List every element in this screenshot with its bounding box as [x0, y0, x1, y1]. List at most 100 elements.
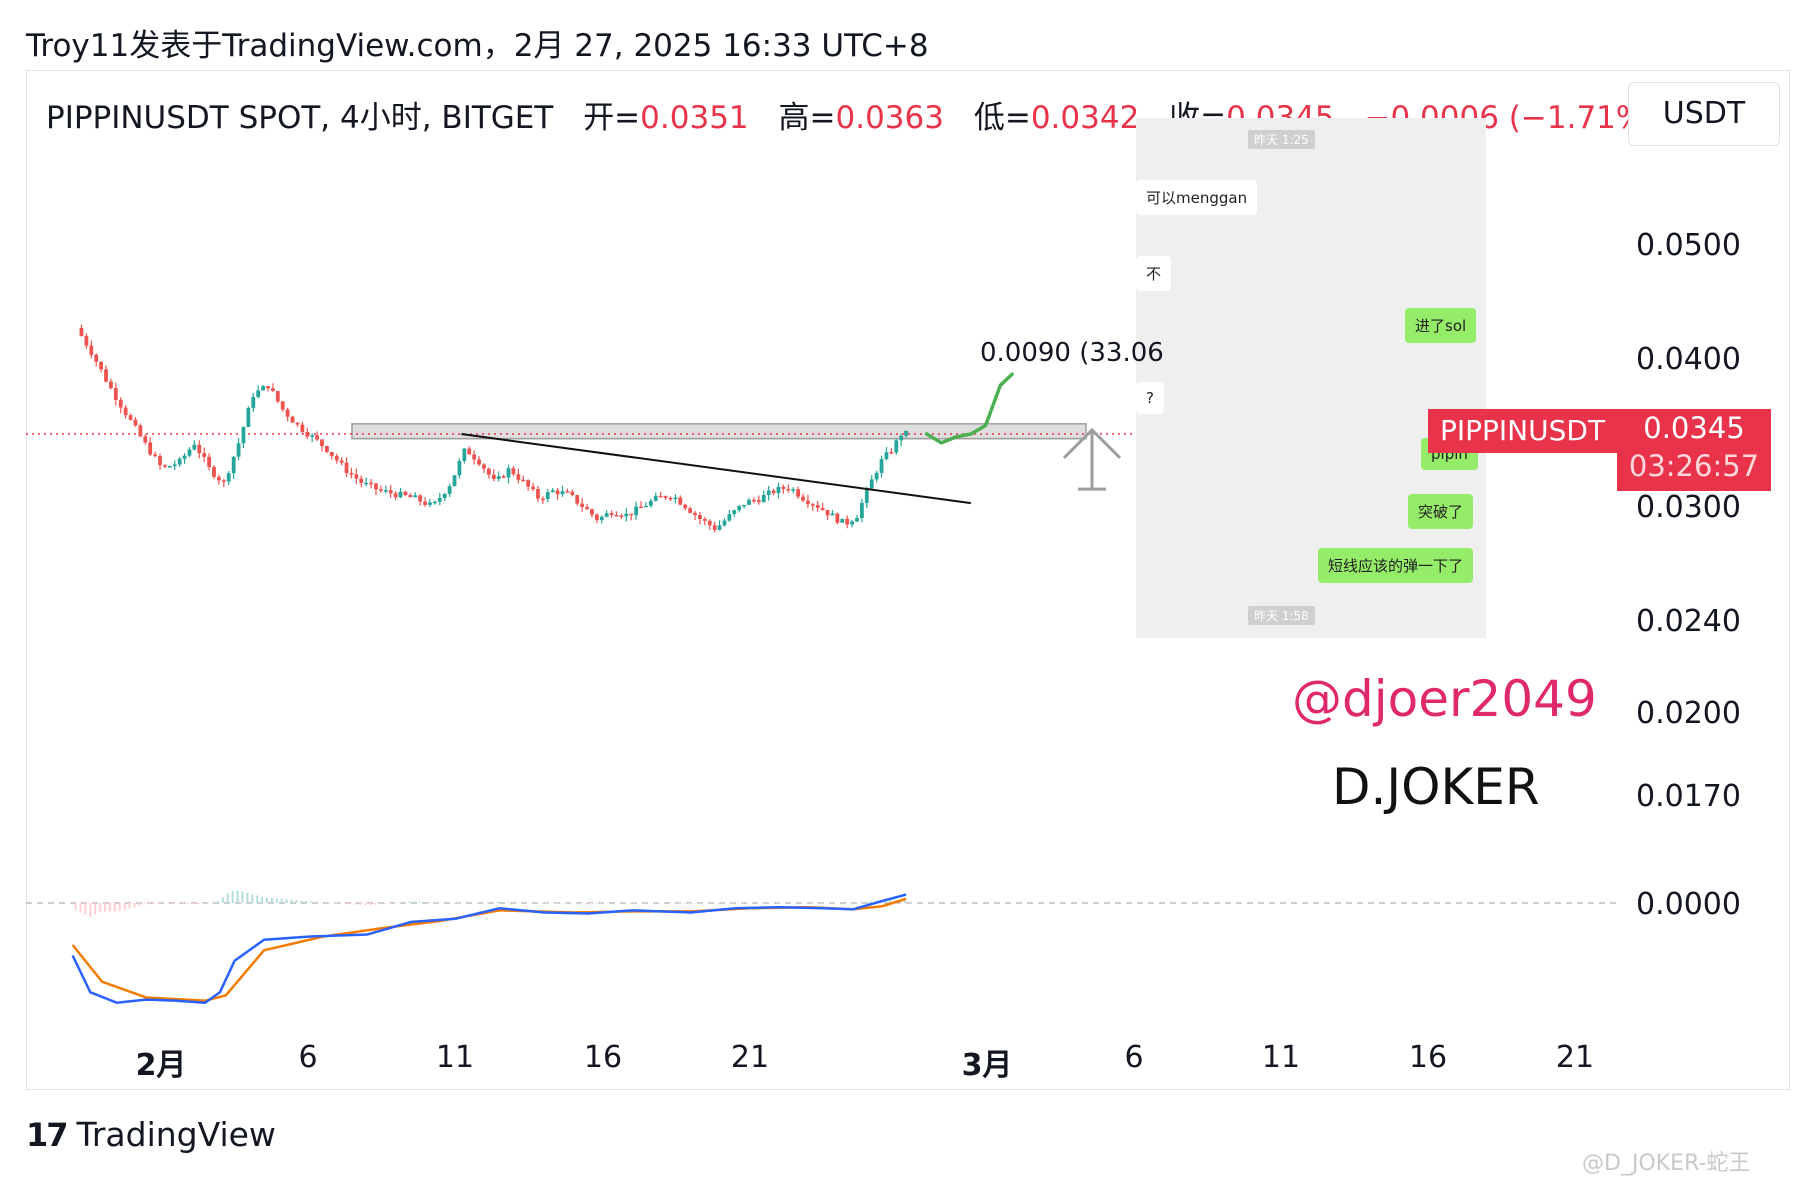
candle-body — [820, 507, 825, 511]
candle-body — [815, 505, 820, 508]
y-tick-label: 0.0400 — [1636, 342, 1741, 377]
candle-body — [374, 483, 378, 490]
candle-body — [511, 468, 516, 475]
candle-body — [128, 415, 133, 420]
currency-button[interactable]: USDT — [1628, 82, 1780, 146]
candle-body — [688, 508, 693, 513]
candle-body — [79, 327, 84, 337]
chat-screenshot-panel: 昨天 1:25 可以menggan 不 进了sol ? pipin 突破了 短线… — [1136, 118, 1486, 638]
candle-body — [904, 430, 908, 436]
candle-body — [560, 491, 565, 495]
candle-body — [202, 453, 207, 457]
candle-body — [899, 435, 904, 441]
candle-body — [378, 489, 383, 491]
candle-body — [786, 488, 791, 491]
candle-body — [590, 509, 594, 515]
candle-body — [506, 468, 511, 478]
candle-body — [300, 424, 305, 433]
candle-body — [707, 520, 712, 526]
candle-body — [354, 474, 359, 479]
candle-body — [290, 416, 295, 423]
post-header: Troy11发表于TradingView.com，2月 27, 2025 16:… — [26, 28, 929, 64]
candle-body — [266, 386, 270, 389]
candle-body — [457, 460, 462, 476]
symbol-price-tag: PIPPINUSDT — [1428, 409, 1618, 453]
candle-body — [702, 518, 707, 521]
projection-path — [924, 372, 1014, 445]
candle-body — [722, 520, 727, 526]
candle-body — [477, 459, 481, 465]
legend-high-value: 0.0363 — [835, 100, 944, 136]
candle-body — [594, 514, 599, 521]
candle-body — [275, 391, 280, 402]
candle-body — [408, 495, 413, 498]
candle-body — [501, 476, 506, 478]
candle-body — [231, 456, 236, 474]
candle-body — [432, 501, 437, 504]
candle-body — [187, 449, 192, 456]
candle-body — [845, 518, 850, 525]
watermark: @D_JOKER-蛇王 — [1582, 1151, 1751, 1176]
candle-body — [860, 502, 864, 519]
candle-body — [133, 419, 138, 426]
candle-body — [491, 474, 496, 479]
legend-open-label: 开= — [583, 100, 641, 136]
chat-message-right: 短线应该的弹一下了 — [1318, 548, 1474, 583]
candle-body — [423, 501, 427, 505]
candle-body — [413, 495, 418, 498]
candle-body — [840, 518, 845, 523]
candle-body — [256, 390, 261, 398]
author-brand: D.JOKER — [1332, 758, 1540, 816]
candle-body — [531, 486, 535, 490]
candle-body — [864, 488, 869, 503]
candle-body — [197, 444, 202, 454]
candle-body — [246, 407, 251, 428]
candle-body — [575, 495, 580, 504]
candle-body — [545, 492, 550, 500]
candle-body — [634, 506, 639, 516]
candle-body — [123, 407, 128, 416]
candle-body — [609, 513, 614, 515]
candle-body — [486, 468, 491, 475]
legend-low-value: 0.0342 — [1030, 100, 1140, 136]
candle-body — [364, 482, 369, 485]
candle-body — [482, 464, 486, 469]
candle-body — [771, 490, 776, 494]
author-handle: @djoer2049 — [1292, 670, 1597, 728]
candle-body — [388, 490, 393, 494]
chat-message-right: 突破了 — [1408, 494, 1474, 529]
candle-body — [467, 448, 472, 455]
chat-time-top: 昨天 1:25 — [1248, 130, 1315, 149]
candle-body — [305, 432, 310, 437]
chat-message-right: 进了sol — [1405, 308, 1477, 343]
legend-symbol: PIPPINUSDT SPOT, 4小时, BITGET — [46, 100, 554, 136]
tradingview-logo[interactable]: 17 TradingView — [26, 1115, 276, 1154]
candle-body — [344, 462, 349, 474]
candle-body — [801, 496, 805, 501]
candle-body — [418, 495, 423, 502]
candle-body — [639, 506, 643, 509]
candle-body — [89, 345, 94, 355]
x-tick-label: 6 — [1124, 1040, 1144, 1075]
candle-body — [182, 455, 187, 459]
candle-body — [585, 506, 589, 510]
candle-body — [236, 443, 241, 457]
last-price-tag: 0.0345 03:26:57 — [1617, 409, 1771, 491]
candle-body — [766, 490, 771, 495]
candle-body — [104, 369, 108, 382]
candle-body — [536, 489, 540, 499]
candle-body — [570, 491, 575, 496]
candle-body — [599, 516, 604, 521]
candle-body — [359, 478, 364, 483]
candle-body — [261, 386, 265, 391]
measure-label: 0.0090 (33.06 — [980, 338, 1164, 368]
candle-body — [295, 422, 300, 425]
x-tick-label: 2月 — [135, 1048, 187, 1083]
candle-body — [212, 467, 216, 477]
candle-body — [329, 452, 334, 456]
candle-body — [604, 513, 609, 517]
candle-body — [118, 399, 123, 408]
candle-body — [874, 472, 879, 480]
candle-body — [580, 503, 585, 507]
